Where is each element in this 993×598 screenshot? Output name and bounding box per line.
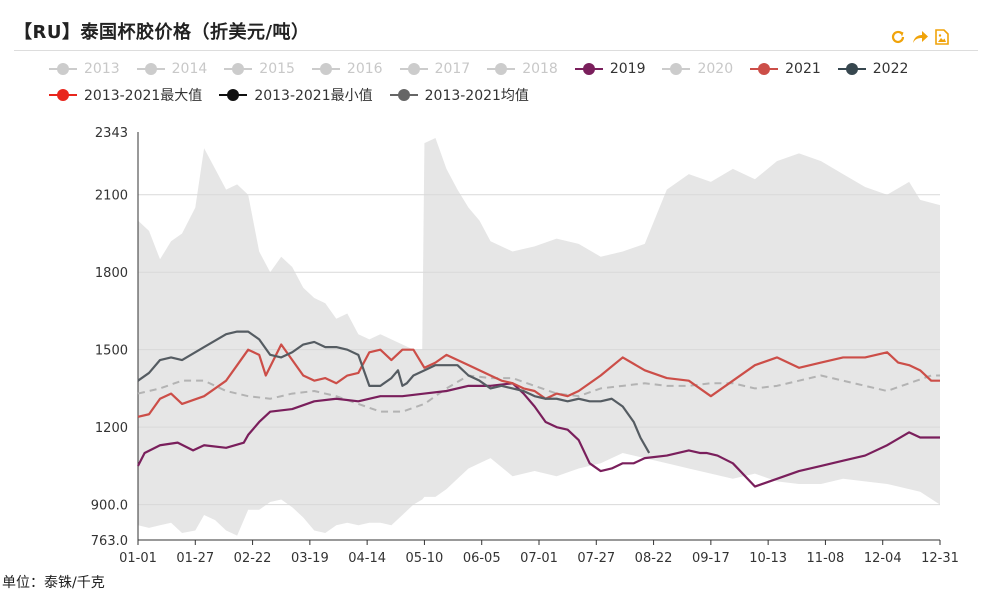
legend-item[interactable]: 2021 xyxy=(749,61,821,77)
x-tick-label: 03-19 xyxy=(291,551,329,566)
legend-marker-icon xyxy=(662,63,691,75)
legend-label: 2015 xyxy=(259,61,295,77)
legend-item[interactable]: 2020 xyxy=(661,61,733,77)
x-tick-label: 01-01 xyxy=(119,551,157,566)
legend-label: 2020 xyxy=(697,61,734,77)
legend-row: 2013-2021最大值 2013-2021最小值 2013-2021均值 xyxy=(48,82,978,108)
legend-label: 2019 xyxy=(609,61,646,77)
legend-row: 2013 2014 2015 2016 2017 2018 2019 2020 2021 2022 xyxy=(48,56,978,82)
legend-marker-icon xyxy=(399,63,428,75)
refresh-icon[interactable] xyxy=(889,28,907,46)
x-tick-label: 07-27 xyxy=(577,551,615,566)
legend-label: 2016 xyxy=(346,61,383,77)
legend-label: 2013-2021最大值 xyxy=(84,88,203,104)
x-tick-label: 04-14 xyxy=(348,551,386,566)
page-title: 【RU】泰国杯胶价格（折美元/吨） xyxy=(14,22,310,43)
series-line-2022 xyxy=(137,330,651,454)
unit-label: 单位：泰铢/千克 xyxy=(2,575,105,591)
y-tick-label: 2343 xyxy=(95,126,128,141)
series-line-2019 xyxy=(137,382,940,488)
legend-label: 2018 xyxy=(522,61,558,77)
legend-marker-icon xyxy=(574,63,603,75)
legend-marker-icon xyxy=(389,89,418,101)
x-tick-label: 08-22 xyxy=(635,551,673,566)
legend-marker-icon xyxy=(219,89,248,101)
y-tick-label: 763.0 xyxy=(91,534,128,549)
legend-marker-icon xyxy=(49,89,77,101)
legend-item[interactable]: 2013-2021均值 xyxy=(389,85,529,105)
legend-item[interactable]: 2018 xyxy=(486,61,558,77)
legend-label: 2013-2021最小值 xyxy=(254,88,373,104)
legend-label: 2013-2021均值 xyxy=(424,88,529,104)
legend-item[interactable]: 2014 xyxy=(136,61,208,77)
chart-toolbox xyxy=(889,28,951,46)
series-line-2021 xyxy=(137,343,940,418)
max-min-band xyxy=(138,137,940,536)
legend-marker-icon xyxy=(224,63,253,75)
y-tick-label: 1200 xyxy=(95,421,128,436)
chart-legend: 2013 2014 2015 2016 2017 2018 2019 2020 2021 2022… xyxy=(48,56,978,108)
legend-item[interactable]: 2019 xyxy=(574,61,646,77)
y-tick-label: 900.0 xyxy=(91,499,128,514)
legend-marker-icon xyxy=(750,63,779,75)
legend-item[interactable]: 2022 xyxy=(837,61,909,77)
x-tick-label: 12-31 xyxy=(921,551,959,566)
x-tick-label: 02-22 xyxy=(234,551,272,566)
legend-marker-icon xyxy=(311,63,340,75)
save-image-icon[interactable] xyxy=(933,28,951,46)
legend-label: 2014 xyxy=(171,61,208,77)
x-tick-label: 06-05 xyxy=(463,551,501,566)
legend-marker-icon xyxy=(487,63,516,75)
legend-marker-icon xyxy=(49,63,77,75)
legend-item[interactable]: 2013-2021最大值 xyxy=(48,85,202,105)
legend-label: 2013 xyxy=(84,61,120,77)
legend-label: 2022 xyxy=(872,61,909,77)
y-tick-label: 1800 xyxy=(95,266,128,281)
x-tick-label: 12-04 xyxy=(864,551,902,566)
x-tick-label: 05-10 xyxy=(406,551,444,566)
x-tick-label: 07-01 xyxy=(520,551,558,566)
x-tick-label: 01-27 xyxy=(176,551,214,566)
x-tick-label: 11-08 xyxy=(807,551,845,566)
y-tick-label: 2100 xyxy=(95,189,128,204)
legend-marker-icon xyxy=(837,63,866,75)
title-divider xyxy=(14,50,978,51)
legend-item[interactable]: 2015 xyxy=(223,61,295,77)
x-tick-label: 09-17 xyxy=(692,551,730,566)
x-tick-label: 10-13 xyxy=(749,551,787,566)
legend-item[interactable]: 2013-2021最小值 xyxy=(218,85,373,105)
legend-item[interactable]: 2017 xyxy=(399,61,471,77)
y-tick-label: 1500 xyxy=(95,344,128,359)
legend-item[interactable]: 2016 xyxy=(311,61,383,77)
legend-label: 2017 xyxy=(434,61,471,77)
legend-item[interactable]: 2013 xyxy=(48,61,120,77)
legend-label: 2021 xyxy=(785,61,821,77)
share-icon[interactable] xyxy=(911,28,929,46)
legend-marker-icon xyxy=(136,63,165,75)
